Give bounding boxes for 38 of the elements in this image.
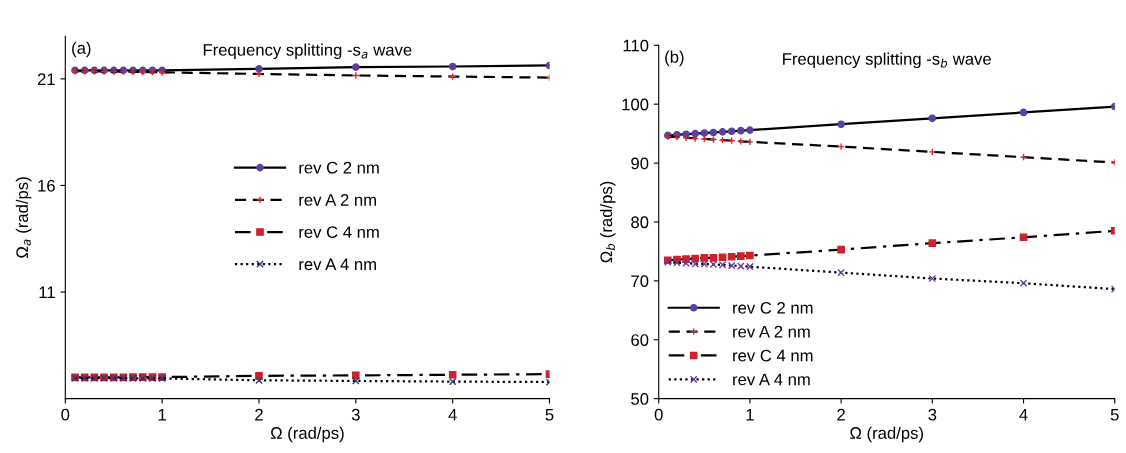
x-tick-label: 5: [545, 408, 554, 421]
y-tick-label: 100: [622, 98, 649, 111]
y-tick-label: 80: [631, 216, 649, 229]
annotation: (a): [72, 41, 91, 58]
legend-label: rev A 2 nm: [733, 325, 810, 338]
y-tick-label: 21: [37, 73, 55, 85]
x-tick-label: 4: [448, 408, 457, 421]
x-tick-label: 5: [1110, 408, 1119, 421]
legend-label: rev A 4 nm: [733, 373, 810, 386]
x-tick-label: 3: [928, 408, 937, 421]
x-tick-label: 4: [1019, 408, 1028, 421]
y-tick-label: 70: [631, 275, 649, 288]
x-tick-label: 2: [255, 408, 263, 421]
y-axis-title: Ω$_{b}$ (rad/ps): [599, 181, 616, 263]
chart-title: Frequency splitting -s$_{a}$ wave: [203, 43, 412, 60]
x-tick-label: 1: [158, 408, 166, 421]
legend-label: rev C 4 nm: [299, 226, 379, 239]
legend-label: rev A 2 nm: [299, 194, 376, 206]
x-tick-label: 2: [837, 408, 845, 421]
y-tick-label: 90: [631, 157, 649, 170]
x-axis-title: Ω (rad/ps): [270, 426, 344, 443]
x-tick-label: 0: [654, 408, 663, 421]
x-tick-label: 3: [351, 408, 360, 421]
x-tick-label: 0: [61, 408, 70, 421]
legend-label: rev A 4 nm: [299, 258, 376, 271]
y-tick-label: 60: [631, 334, 649, 346]
x-tick-label: 1: [746, 408, 754, 421]
x-axis-title: Ω (rad/ps): [850, 426, 923, 443]
annotation: (b): [665, 50, 684, 67]
y-tick-label: 11: [39, 286, 55, 299]
y-axis-title: Ω$_{a}$ (rad/ps): [15, 177, 32, 258]
legend-label: rev C 2 nm: [299, 161, 379, 174]
y-tick-label: 110: [623, 39, 649, 52]
y-tick-label: 16: [38, 179, 55, 192]
legend-label: rev C 2 nm: [733, 301, 813, 314]
y-tick-label: 50: [631, 393, 649, 405]
legend-label: rev C 4 nm: [733, 349, 813, 362]
chart-title: Frequency splitting -s$_{b}$ wave: [783, 52, 991, 69]
